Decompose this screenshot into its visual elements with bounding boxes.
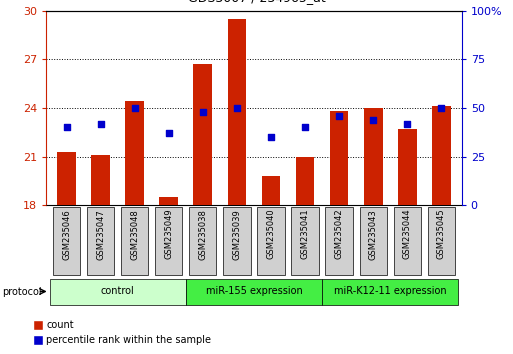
Text: miR-K12-11 expression: miR-K12-11 expression	[334, 286, 446, 297]
Text: protocol: protocol	[3, 287, 42, 297]
Text: GSM235038: GSM235038	[199, 209, 207, 260]
Bar	[193, 64, 212, 205]
Text: miR-155 expression: miR-155 expression	[206, 286, 302, 297]
Legend: count, percentile rank within the sample: count, percentile rank within the sample	[30, 316, 215, 349]
FancyBboxPatch shape	[291, 207, 319, 275]
FancyBboxPatch shape	[155, 207, 183, 275]
Bar	[160, 197, 178, 205]
Text: GSM235042: GSM235042	[334, 209, 344, 259]
FancyBboxPatch shape	[258, 207, 285, 275]
FancyBboxPatch shape	[186, 279, 322, 305]
Text: GSM235048: GSM235048	[130, 209, 139, 259]
Text: GSM235046: GSM235046	[62, 209, 71, 259]
Bar	[228, 19, 246, 205]
FancyBboxPatch shape	[360, 207, 387, 275]
FancyBboxPatch shape	[53, 207, 80, 275]
Point	[131, 105, 139, 111]
Point	[267, 135, 275, 140]
Bar	[398, 129, 417, 205]
Point	[335, 113, 343, 119]
FancyBboxPatch shape	[50, 279, 186, 305]
Text: GSM235041: GSM235041	[301, 209, 309, 259]
Text: GSM235043: GSM235043	[369, 209, 378, 259]
Bar	[364, 108, 383, 205]
Text: GSM235047: GSM235047	[96, 209, 105, 259]
Bar	[295, 157, 314, 205]
Point	[63, 125, 71, 130]
Bar	[91, 155, 110, 205]
Text: GSM235044: GSM235044	[403, 209, 412, 259]
Point	[437, 105, 445, 111]
FancyBboxPatch shape	[428, 207, 455, 275]
FancyBboxPatch shape	[87, 207, 114, 275]
Point	[369, 117, 377, 122]
FancyBboxPatch shape	[223, 207, 250, 275]
Text: GSM235040: GSM235040	[266, 209, 275, 259]
Point	[301, 125, 309, 130]
Bar	[330, 111, 348, 205]
FancyBboxPatch shape	[325, 207, 353, 275]
FancyBboxPatch shape	[393, 207, 421, 275]
FancyBboxPatch shape	[322, 279, 458, 305]
FancyBboxPatch shape	[121, 207, 148, 275]
Bar	[125, 102, 144, 205]
Text: GDS3007 / 234965_at: GDS3007 / 234965_at	[188, 0, 325, 4]
Bar	[432, 106, 450, 205]
Point	[233, 105, 241, 111]
Point	[199, 109, 207, 115]
Point	[96, 121, 105, 126]
Point	[403, 121, 411, 126]
FancyBboxPatch shape	[189, 207, 216, 275]
Text: GSM235039: GSM235039	[232, 209, 242, 259]
Text: GSM235045: GSM235045	[437, 209, 446, 259]
Bar	[262, 176, 280, 205]
Text: GSM235049: GSM235049	[164, 209, 173, 259]
Text: control: control	[101, 286, 134, 297]
Bar	[57, 152, 76, 205]
Point	[165, 131, 173, 136]
